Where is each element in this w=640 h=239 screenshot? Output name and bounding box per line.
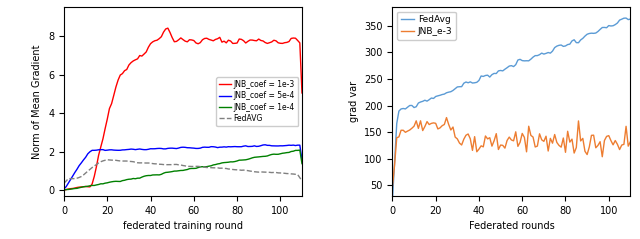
JNB_e-3	[501, 147, 509, 150]
FedAvg	[388, 199, 396, 202]
FedAVG	[201, 166, 209, 169]
JNB_coef = 5e-4	[292, 144, 300, 147]
FedAvg	[499, 70, 507, 72]
JNB_e-3	[620, 143, 628, 146]
X-axis label: Federated rounds: Federated rounds	[468, 221, 554, 231]
FedAVG	[292, 173, 300, 176]
FedAvg	[622, 17, 630, 20]
JNB_coef = 1e-3	[292, 37, 300, 40]
JNB_coef = 1e-4	[170, 170, 178, 173]
JNB_e-3	[627, 140, 634, 143]
JNB_e-3	[529, 136, 537, 138]
Legend: JNB_coef = 1e-3, JNB_coef = 5e-4, JNB_coef = 1e-4, FedAVG: JNB_coef = 1e-3, JNB_coef = 5e-4, JNB_co…	[216, 77, 298, 126]
FedAvg	[618, 18, 625, 21]
Legend: FedAvg, JNB_e-3: FedAvg, JNB_e-3	[397, 12, 456, 40]
JNB_coef = 5e-4	[149, 147, 157, 150]
Line: JNB_coef = 1e-4: JNB_coef = 1e-4	[64, 150, 302, 190]
JNB_coef = 1e-4	[121, 179, 129, 182]
JNB_coef = 5e-4	[60, 187, 68, 190]
JNB_coef = 5e-4	[198, 146, 206, 149]
JNB_coef = 5e-4	[261, 143, 269, 146]
Line: JNB_coef = 5e-4: JNB_coef = 5e-4	[64, 145, 302, 189]
Line: FedAvg: FedAvg	[392, 18, 630, 201]
JNB_coef = 1e-4	[289, 150, 297, 153]
FedAvg	[527, 58, 534, 60]
JNB_coef = 5e-4	[170, 147, 178, 150]
FedAVG	[60, 182, 68, 185]
Line: JNB_e-3: JNB_e-3	[392, 118, 630, 187]
JNB_coef = 1e-4	[296, 149, 303, 152]
FedAvg	[449, 89, 457, 92]
JNB_coef = 5e-4	[121, 148, 129, 151]
FedAVG	[173, 163, 180, 166]
JNB_coef = 5e-4	[115, 149, 122, 152]
FedAVG	[298, 179, 306, 182]
FedAVG	[123, 160, 131, 163]
JNB_coef = 1e-4	[198, 165, 206, 168]
X-axis label: federated training round: federated training round	[123, 221, 243, 231]
JNB_coef = 1e-3	[60, 189, 68, 191]
JNB_coef = 1e-4	[60, 188, 68, 191]
JNB_coef = 1e-3	[149, 40, 157, 43]
JNB_coef = 1e-4	[115, 180, 122, 183]
FedAVG	[104, 158, 111, 161]
FedAVG	[151, 162, 159, 165]
Y-axis label: Norm of Mean Gradient: Norm of Mean Gradient	[33, 44, 42, 159]
JNB_e-3	[451, 136, 459, 139]
FedAvg	[443, 91, 451, 94]
JNB_coef = 5e-4	[298, 158, 306, 161]
Y-axis label: grad var: grad var	[349, 81, 358, 122]
JNB_e-3	[445, 123, 452, 126]
JNB_coef = 1e-3	[164, 27, 172, 30]
FedAvg	[627, 18, 634, 21]
JNB_coef = 1e-3	[298, 92, 306, 94]
JNB_e-3	[479, 145, 487, 148]
JNB_coef = 1e-3	[115, 79, 122, 81]
JNB_coef = 1e-4	[149, 174, 157, 176]
JNB_coef = 1e-4	[298, 162, 306, 165]
JNB_e-3	[443, 116, 451, 119]
Line: FedAVG: FedAVG	[64, 160, 302, 183]
FedAvg	[477, 75, 485, 77]
JNB_coef = 1e-3	[201, 37, 209, 40]
JNB_coef = 1e-3	[173, 40, 180, 43]
Line: JNB_coef = 1e-3: JNB_coef = 1e-3	[64, 28, 302, 190]
FedAVG	[116, 159, 124, 162]
JNB_e-3	[388, 185, 396, 188]
JNB_coef = 1e-3	[121, 69, 129, 72]
